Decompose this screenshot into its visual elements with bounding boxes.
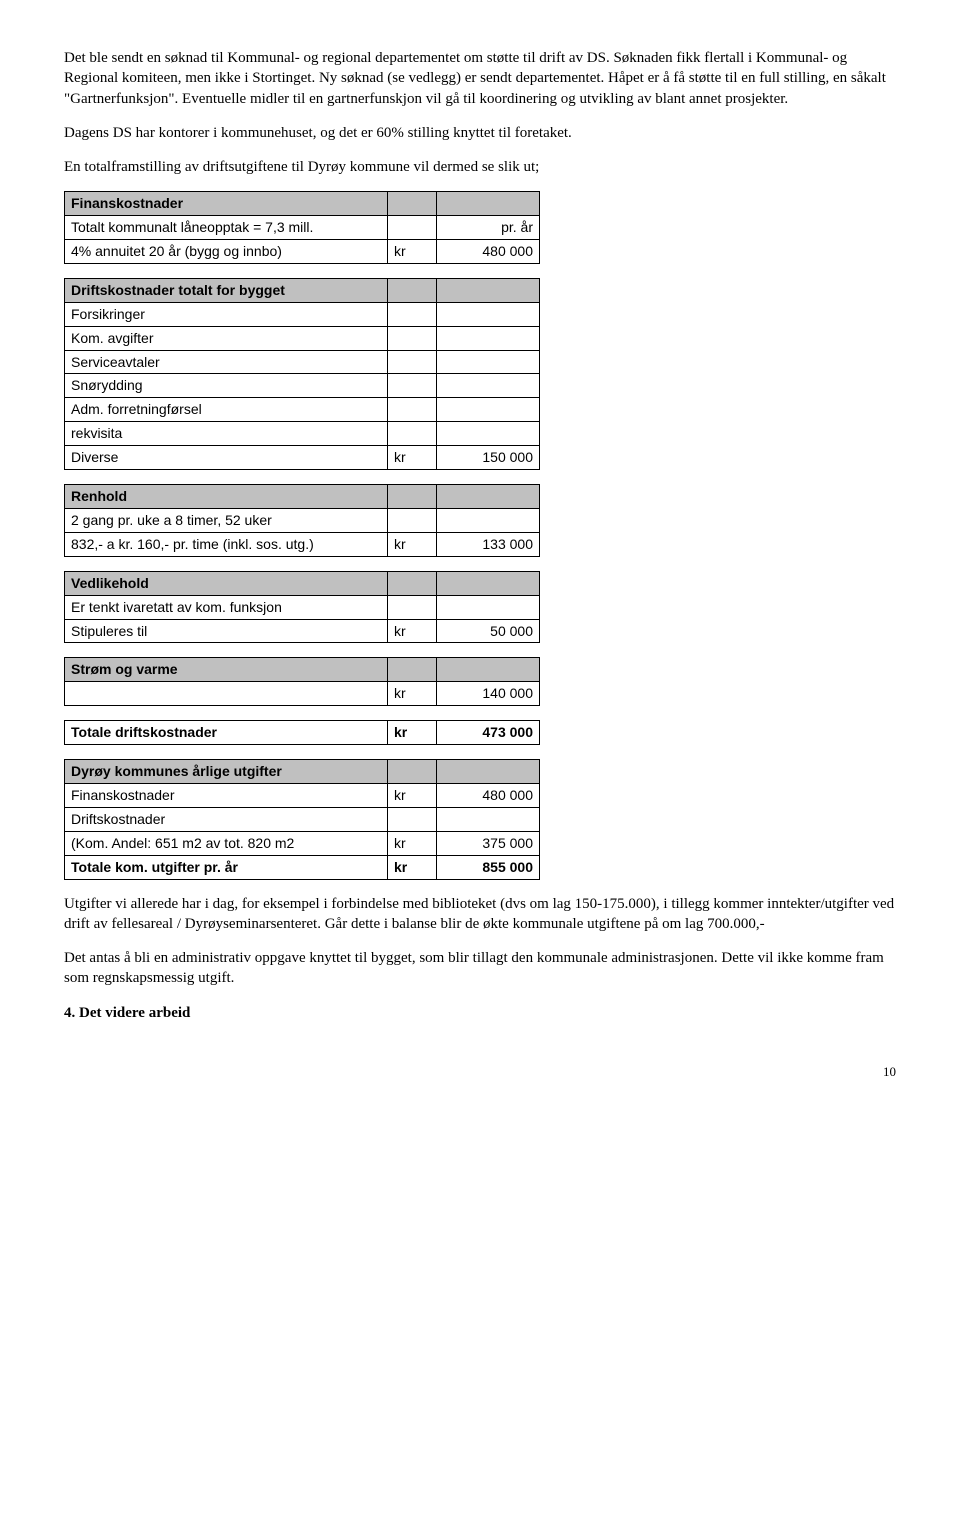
table-header: Finanskostnader bbox=[65, 192, 388, 216]
table-row: Totalt kommunalt låneopptak = 7,3 mill.p… bbox=[65, 216, 540, 240]
table-header: Vedlikehold bbox=[65, 571, 388, 595]
table-header: Driftskostnader totalt for bygget bbox=[65, 278, 388, 302]
table-row: Snørydding bbox=[65, 374, 540, 398]
table-finanskostnader: Finanskostnader Totalt kommunalt låneopp… bbox=[64, 191, 540, 264]
table-row: Totale kom. utgifter pr. årkr855 000 bbox=[65, 855, 540, 879]
table-row: Forsikringer bbox=[65, 302, 540, 326]
table-row: Finanskostnaderkr480 000 bbox=[65, 783, 540, 807]
table-header: Renhold bbox=[65, 485, 388, 509]
paragraph-4: Utgifter vi allerede har i dag, for ekse… bbox=[64, 894, 896, 935]
paragraph-3: En totalframstilling av driftsutgiftene … bbox=[64, 157, 896, 177]
paragraph-1: Det ble sendt en søknad til Kommunal- og… bbox=[64, 48, 896, 109]
table-row: Er tenkt ivaretatt av kom. funksjon bbox=[65, 595, 540, 619]
table-row: Driftskostnader bbox=[65, 807, 540, 831]
table-row: rekvisita bbox=[65, 422, 540, 446]
table-strom-varme: Strøm og varme kr140 000 bbox=[64, 657, 540, 706]
table-row: (Kom. Andel: 651 m2 av tot. 820 m2kr375 … bbox=[65, 831, 540, 855]
table-row: Adm. forretningførsel bbox=[65, 398, 540, 422]
table-row: kr140 000 bbox=[65, 682, 540, 706]
table-aarlige-utgifter: Dyrøy kommunes årlige utgifter Finanskos… bbox=[64, 759, 540, 879]
paragraph-2: Dagens DS har kontorer i kommunehuset, o… bbox=[64, 123, 896, 143]
table-driftskostnader: Driftskostnader totalt for bygget Forsik… bbox=[64, 278, 540, 470]
table-renhold: Renhold 2 gang pr. uke a 8 timer, 52 uke… bbox=[64, 484, 540, 557]
table-row: 2 gang pr. uke a 8 timer, 52 uker bbox=[65, 508, 540, 532]
table-header: Dyrøy kommunes årlige utgifter bbox=[65, 760, 388, 784]
table-row: Kom. avgifter bbox=[65, 326, 540, 350]
table-row: 832,- a kr. 160,- pr. time (inkl. sos. u… bbox=[65, 532, 540, 556]
page-number: 10 bbox=[64, 1063, 896, 1081]
table-row: Stipuleres tilkr50 000 bbox=[65, 619, 540, 643]
table-row: Totale driftskostnaderkr473 000 bbox=[65, 721, 540, 745]
section-heading-4: 4. Det videre arbeid bbox=[64, 1003, 896, 1023]
table-vedlikehold: Vedlikehold Er tenkt ivaretatt av kom. f… bbox=[64, 571, 540, 644]
table-totale-driftskostnader: Totale driftskostnaderkr473 000 bbox=[64, 720, 540, 745]
table-header: Strøm og varme bbox=[65, 658, 388, 682]
table-row: Diversekr150 000 bbox=[65, 446, 540, 470]
paragraph-5: Det antas å bli en administrativ oppgave… bbox=[64, 948, 896, 989]
table-row: 4% annuitet 20 år (bygg og innbo)kr480 0… bbox=[65, 240, 540, 264]
table-row: Serviceavtaler bbox=[65, 350, 540, 374]
